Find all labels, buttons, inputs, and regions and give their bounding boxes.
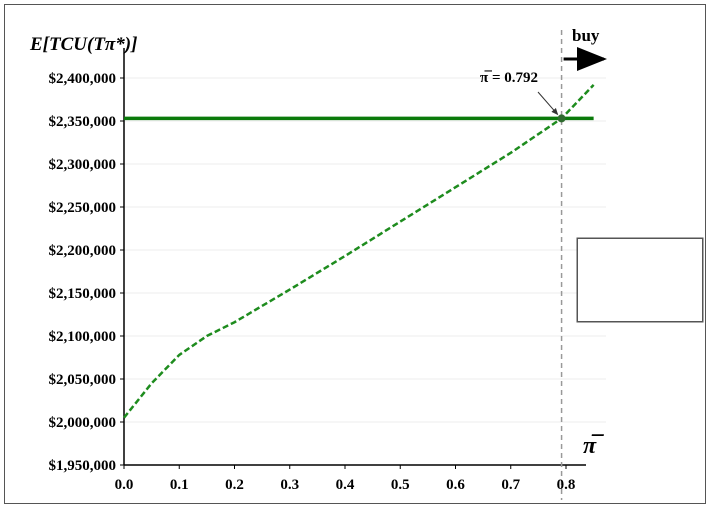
- x-tick-label: 0.8: [557, 477, 576, 493]
- intersection-point: [557, 114, 566, 123]
- buy-label: buy: [572, 26, 600, 45]
- x-tick-label: 0.4: [336, 477, 355, 493]
- y-tick-label: $2,050,000: [49, 372, 117, 388]
- x-tick-label: 0.1: [170, 477, 189, 493]
- intersection-label: π̅ = 0.792: [480, 70, 538, 86]
- y-tick-label: $2,000,000: [49, 415, 117, 431]
- x-tick-label: 0.2: [225, 477, 244, 493]
- series-line-2: [123, 84, 595, 419]
- y-tick-label: $2,100,000: [49, 329, 117, 345]
- x-tick-label: 0.5: [391, 477, 410, 493]
- x-tick-label: 0.7: [501, 477, 520, 493]
- intersection-arrow: [537, 91, 559, 116]
- y-tick-label: $2,300,000: [49, 157, 117, 173]
- x-tick-label: 0.0: [115, 477, 134, 493]
- y-tick-label: $1,950,000: [49, 458, 117, 474]
- y-tick-label: $2,200,000: [49, 243, 117, 259]
- y-axis-label: E[TCU(Tπ*)]: [29, 34, 137, 55]
- x-tick-label: 0.3: [280, 477, 299, 493]
- legend: [577, 238, 703, 322]
- y-tick-label: $2,250,000: [49, 200, 117, 216]
- y-tick-label: $2,350,000: [49, 114, 117, 130]
- y-tick-label: $2,150,000: [49, 286, 117, 302]
- y-tick-label: $2,400,000: [49, 71, 117, 87]
- x-tick-label: 0.6: [446, 477, 465, 493]
- chart-frame: [4, 4, 706, 504]
- x-axis-label: π̅: [583, 433, 604, 459]
